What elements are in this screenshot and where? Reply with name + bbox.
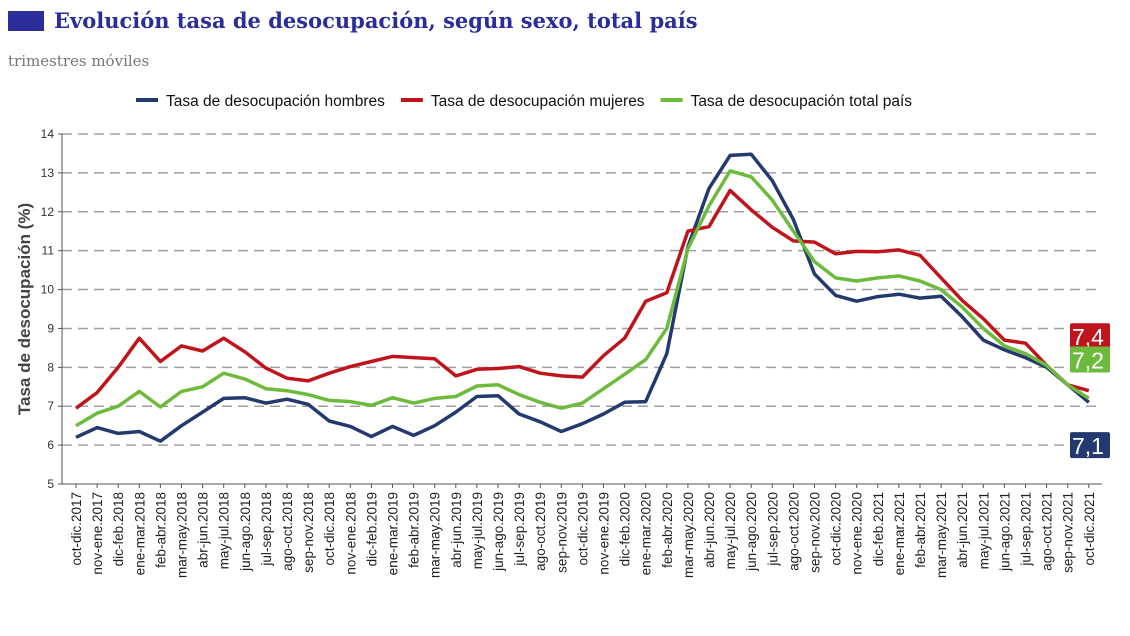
x-tick-label: oct-dic.2018 bbox=[322, 492, 337, 566]
y-tick-label: 13 bbox=[41, 166, 55, 180]
x-tick-label: may-jul.2018 bbox=[217, 492, 232, 569]
x-tick-label: mar-may.2018 bbox=[175, 492, 190, 578]
y-tick-label: 5 bbox=[47, 477, 54, 491]
x-tick-label: oct-dic.2021 bbox=[1082, 492, 1097, 566]
y-tick-label: 10 bbox=[41, 283, 55, 297]
x-tick-label: dic-feb.2020 bbox=[618, 492, 633, 566]
end-label-1: 7,4 bbox=[1072, 324, 1104, 350]
x-tick-label: may-jul.2020 bbox=[723, 492, 738, 569]
x-tick-label: mar-may.2019 bbox=[428, 492, 443, 578]
x-tick-label: oct-dic.2019 bbox=[575, 492, 590, 566]
x-tick-label: jul-sep.2020 bbox=[765, 492, 780, 567]
x-tick-label: ago-oct.2019 bbox=[533, 492, 548, 571]
x-tick-label: jul-sep.2019 bbox=[512, 492, 527, 567]
x-tick-label: mar-may.2020 bbox=[681, 492, 696, 578]
x-tick-label: dic-feb.2019 bbox=[364, 492, 379, 566]
y-tick-label: 11 bbox=[42, 244, 55, 258]
series-line-0 bbox=[75, 152, 1090, 443]
x-tick-label: ene-mar.2018 bbox=[132, 492, 147, 575]
x-tick-label: ago-oct.2018 bbox=[280, 492, 295, 571]
end-label-box-1 bbox=[1070, 323, 1110, 350]
y-tick-label: 8 bbox=[47, 360, 54, 374]
x-tick-label: abr-jun.2020 bbox=[702, 492, 717, 568]
x-tick-label: abr-jun.2018 bbox=[196, 492, 211, 568]
y-tick-label: 6 bbox=[47, 438, 54, 452]
chart-header: Evolución tasa de desocupación, según se… bbox=[8, 8, 698, 33]
x-tick-label: nov-ene.2019 bbox=[597, 492, 612, 575]
x-tick-label: oct-dic.2020 bbox=[829, 492, 844, 566]
end-label-box-0 bbox=[1070, 432, 1110, 459]
x-tick-label: nov-ene.2018 bbox=[343, 492, 358, 575]
title-marker bbox=[8, 10, 44, 31]
x-tick-label: ene-mar.2021 bbox=[892, 492, 907, 575]
x-tick-label: ene-mar.2020 bbox=[639, 492, 654, 575]
x-tick-label: feb-abr.2020 bbox=[660, 492, 675, 568]
x-tick-label: sep-nov.2020 bbox=[808, 492, 823, 573]
x-tick-label: feb-abr.2019 bbox=[407, 492, 422, 568]
x-tick-label: jun-ago.2021 bbox=[997, 492, 1012, 572]
x-tick-label: may-jul.2019 bbox=[470, 492, 485, 569]
chart-title: Evolución tasa de desocupación, según se… bbox=[54, 8, 698, 33]
x-tick-label: feb-abr.2018 bbox=[153, 492, 168, 568]
x-tick-label: ene-mar.2019 bbox=[386, 492, 401, 575]
y-tick-label: 14 bbox=[41, 127, 55, 141]
x-tick-label: mar-may.2021 bbox=[934, 492, 949, 578]
y-tick-label: 7 bbox=[47, 399, 54, 413]
x-tick-label: dic-feb.2018 bbox=[111, 492, 126, 566]
x-tick-label: abr-jun.2019 bbox=[449, 492, 464, 568]
end-label-2: 7,2 bbox=[1072, 348, 1104, 374]
x-tick-label: abr-jun.2021 bbox=[955, 492, 970, 568]
y-tick-label: 12 bbox=[41, 205, 55, 219]
y-tick-label: 9 bbox=[47, 321, 54, 335]
series-line-1 bbox=[74, 188, 1090, 410]
y-axis-label: Tasa de desocupación (%) bbox=[15, 203, 34, 415]
series-line-2 bbox=[75, 169, 1090, 428]
x-tick-label: jun-ago.2018 bbox=[238, 492, 253, 572]
end-label-box-2 bbox=[1070, 346, 1110, 373]
legend-label-2: Tasa de desocupación total país bbox=[691, 93, 913, 110]
x-tick-label: jun-ago.2019 bbox=[491, 492, 506, 572]
legend-label-1: Tasa de desocupación mujeres bbox=[431, 93, 645, 110]
x-tick-label: nov-ene.2020 bbox=[850, 492, 865, 575]
x-tick-label: sep-nov.2018 bbox=[301, 492, 316, 573]
chart-subtitle: trimestres móviles bbox=[8, 52, 150, 70]
x-tick-label: jun-ago.2020 bbox=[744, 492, 759, 572]
x-tick-label: jul-sep.2021 bbox=[1019, 492, 1034, 567]
x-tick-label: ago-oct.2021 bbox=[1040, 492, 1055, 571]
x-tick-label: dic-feb.2021 bbox=[871, 492, 886, 566]
x-tick-label: jul-sep.2018 bbox=[259, 492, 274, 567]
x-tick-label: feb-abr.2021 bbox=[913, 492, 928, 568]
x-tick-label: sep-nov.2019 bbox=[554, 492, 569, 573]
x-tick-label: ago-oct.2020 bbox=[786, 492, 801, 571]
x-tick-label: sep-nov.2021 bbox=[1061, 492, 1076, 573]
x-tick-label: nov-ene.2017 bbox=[90, 492, 105, 575]
x-tick-label: may-jul.2021 bbox=[976, 492, 991, 569]
x-tick-label: oct-dic.2017 bbox=[69, 492, 84, 566]
end-label-0: 7,1 bbox=[1072, 433, 1104, 459]
legend-label-0: Tasa de desocupación hombres bbox=[166, 93, 385, 110]
